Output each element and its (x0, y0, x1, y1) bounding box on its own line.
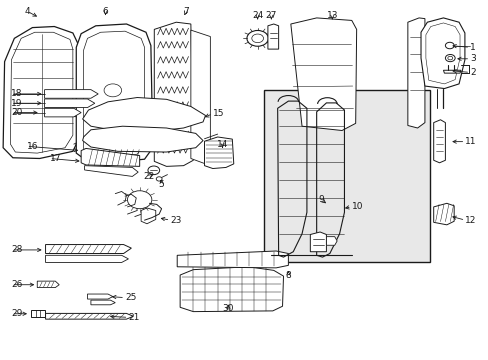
Text: 16: 16 (26, 142, 38, 151)
Text: 10: 10 (351, 202, 363, 211)
Text: 15: 15 (212, 109, 224, 118)
Bar (264, 90, 429, 262)
Polygon shape (180, 267, 283, 312)
Polygon shape (44, 90, 98, 98)
Polygon shape (154, 22, 193, 166)
Polygon shape (433, 120, 445, 163)
Text: 6: 6 (102, 7, 108, 16)
Circle shape (447, 56, 452, 60)
Text: 28: 28 (11, 246, 23, 255)
Polygon shape (82, 126, 203, 152)
Polygon shape (3, 27, 80, 158)
Text: 4: 4 (25, 7, 30, 16)
Polygon shape (81, 148, 140, 166)
Polygon shape (290, 18, 356, 131)
Text: 2: 2 (469, 68, 475, 77)
Polygon shape (87, 294, 113, 299)
Text: 13: 13 (326, 11, 337, 20)
Polygon shape (177, 251, 288, 268)
Polygon shape (310, 232, 326, 252)
Text: 27: 27 (265, 11, 276, 20)
Text: 17: 17 (49, 154, 61, 163)
Text: 3: 3 (469, 54, 475, 63)
Polygon shape (204, 137, 233, 168)
Circle shape (445, 42, 453, 49)
Text: 25: 25 (125, 293, 136, 302)
Polygon shape (190, 30, 210, 166)
Text: 30: 30 (222, 304, 234, 313)
Text: 26: 26 (11, 280, 23, 289)
Polygon shape (37, 281, 59, 288)
Text: 1: 1 (469, 43, 475, 52)
Circle shape (148, 166, 159, 175)
Text: 12: 12 (465, 216, 476, 225)
Polygon shape (76, 24, 153, 163)
Polygon shape (443, 70, 460, 73)
Text: 19: 19 (11, 99, 23, 108)
Text: 22: 22 (143, 172, 155, 181)
Polygon shape (84, 166, 138, 176)
Circle shape (127, 191, 152, 209)
Text: 18: 18 (11, 89, 23, 98)
Polygon shape (267, 24, 278, 49)
Polygon shape (407, 18, 424, 128)
Text: 11: 11 (465, 137, 476, 146)
Text: 21: 21 (128, 313, 140, 322)
Polygon shape (45, 314, 133, 319)
Polygon shape (91, 300, 115, 305)
Text: 14: 14 (216, 140, 228, 149)
Text: 9: 9 (318, 195, 324, 204)
Polygon shape (433, 203, 453, 225)
Polygon shape (45, 244, 131, 253)
Polygon shape (45, 255, 128, 262)
Text: 7: 7 (183, 7, 188, 16)
Polygon shape (326, 237, 336, 245)
Polygon shape (141, 208, 156, 224)
Text: 20: 20 (11, 108, 23, 117)
Circle shape (156, 177, 162, 181)
Polygon shape (44, 108, 81, 117)
Text: 29: 29 (11, 309, 23, 318)
Circle shape (445, 54, 454, 62)
Text: 5: 5 (159, 180, 164, 189)
Polygon shape (31, 310, 44, 317)
Text: 23: 23 (170, 216, 182, 225)
Polygon shape (420, 18, 464, 89)
Text: 8: 8 (285, 270, 291, 279)
Polygon shape (44, 99, 95, 108)
Text: 24: 24 (251, 11, 263, 20)
Circle shape (246, 31, 268, 46)
Circle shape (251, 34, 263, 42)
Polygon shape (82, 98, 205, 132)
Circle shape (104, 84, 122, 97)
